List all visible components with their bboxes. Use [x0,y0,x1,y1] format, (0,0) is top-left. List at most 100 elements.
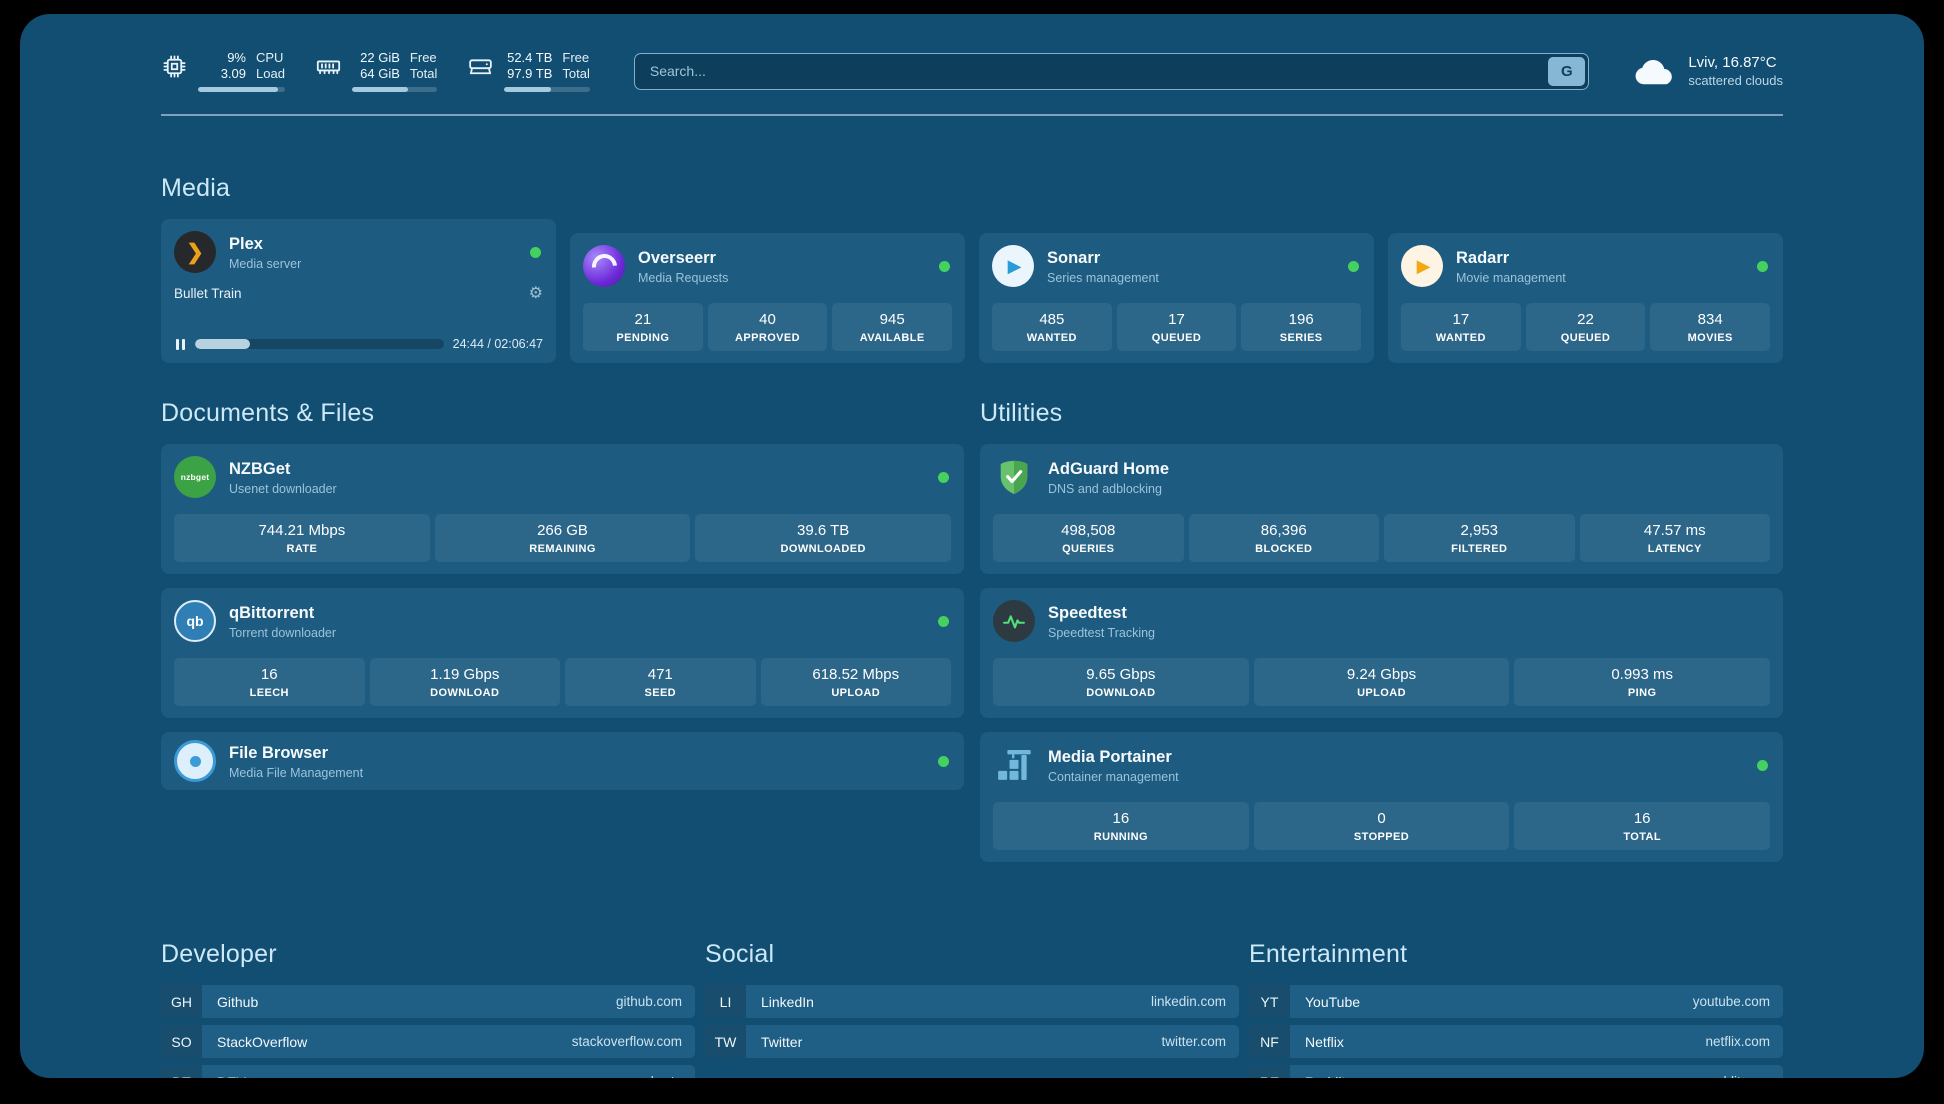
app-card-plex[interactable]: ❯ Plex Media server Bullet Train ⚙ 24:44… [161,219,556,363]
app-subtitle: Media Requests [638,270,729,285]
app-name: qBittorrent [229,603,315,622]
stat-value: 47.57 ms [1643,522,1706,539]
app-subtitle: Media server [229,256,302,271]
cpu-usage: 9% [227,50,246,65]
stat-label: RUNNING [1093,831,1148,843]
stat-label: LATENCY [1647,543,1702,555]
stat-value: 16 [1633,810,1651,827]
stat-queries: 498,508 QUERIES [993,514,1184,562]
stat-value: 86,396 [1260,522,1307,539]
bookmark-youtube[interactable]: YT YouTube youtube.com [1249,985,1783,1018]
sonarr-icon: ▶ [992,245,1034,287]
stat-value: 266 GB [537,522,588,539]
stat-label: STOPPED [1353,831,1410,843]
app-card-qbittorrent[interactable]: qb qBittorrent Torrent downloader 16 LEE… [161,588,964,718]
nzbget-icon: nzbget [174,456,216,498]
disk-widget: 52.4 TB Free 97.9 TB Total [467,50,590,92]
bookmark-dev[interactable]: DT DEV dev.to [161,1065,695,1078]
stat-downloaded: 39.6 TB DOWNLOADED [695,514,952,562]
status-dot [938,616,949,627]
stat-value: 39.6 TB [797,522,850,539]
bookmark-name: DEV [217,1074,246,1079]
stat-label: PING [1627,687,1657,699]
app-card-radarr[interactable]: ▶ Radarr Movie management 17 WANTED 22 Q… [1388,233,1783,363]
bookmark-url: dev.to [646,1074,682,1078]
bookmark-linkedin[interactable]: LI LinkedIn linkedin.com [705,985,1239,1018]
bookmarks-entertainment: Entertainment YT YouTube youtube.com NF … [1249,940,1783,1078]
settings-gear-icon[interactable]: ⚙ [528,285,543,302]
status-dot [938,472,949,483]
status-dot [1757,261,1768,272]
app-subtitle: Torrent downloader [229,625,337,640]
bookmark-name: Github [217,993,259,1010]
stat-value: 22 [1577,311,1594,328]
stat-running: 16 RUNNING [993,802,1249,850]
weather-location: Lviv, 16.87°C [1688,54,1777,71]
cloud-icon [1635,59,1673,85]
bookmark-abbr: SO [161,1025,202,1058]
disk-usage-bar [504,87,590,92]
app-card-nzbget[interactable]: nzbget NZBGet Usenet downloader 744.21 M… [161,444,964,574]
cpu-load-avg: 3.09 [220,66,246,81]
playback-progress-bar [195,339,444,349]
plex-icon: ❯ [174,231,216,273]
app-subtitle: Series management [1047,270,1159,285]
disk-total-label: Total [562,66,590,81]
search-input[interactable] [633,52,1590,90]
bookmark-url: linkedin.com [1150,994,1226,1009]
radarr-icon: ▶ [1401,245,1443,287]
bookmark-stackoverflow[interactable]: SO StackOverflow stackoverflow.com [161,1025,695,1058]
bookmark-netflix[interactable]: NF Netflix netflix.com [1249,1025,1783,1058]
app-card-sonarr[interactable]: ▶ Sonarr Series management 485 WANTED 17… [979,233,1374,363]
stat-ping: 0.993 ms PING [1514,658,1771,706]
topbar: 9% CPU 3.09 Load 22 GiB Free 64 GiB Total [161,46,1783,96]
stat-filtered: 2,953 FILTERED [1384,514,1575,562]
disk-icon [469,58,493,74]
stat-value: 945 [879,311,905,328]
stat-value: 834 [1697,311,1723,328]
section-title-utilities: Utilities [980,399,1063,427]
qbittorrent-icon: qb [174,600,216,642]
stat-series: 196 SERIES [1241,303,1362,351]
section-title-developer: Developer [161,940,277,968]
stat-blocked: 86,396 BLOCKED [1188,514,1379,562]
app-card-overseerr[interactable]: Overseerr Media Requests 21 PENDING 40 A… [570,233,965,363]
overseerr-icon [583,245,625,287]
bookmark-name: Netflix [1305,1033,1344,1050]
bookmark-name: Twitter [761,1033,803,1050]
bookmarks-developer: Developer GH Github github.com SO StackO… [161,940,695,1078]
app-card-adguard[interactable]: AdGuard Home DNS and adblocking 498,508 … [980,444,1783,574]
cpu-usage-bar [198,87,285,92]
stat-value: 2,953 [1460,522,1499,539]
app-card-filebrowser[interactable]: File Browser Media File Management [161,732,964,790]
stat-value: 9.24 Gbps [1346,666,1417,683]
ram-total-label: Total [409,66,438,81]
pause-button[interactable] [174,338,186,350]
stat-total: 16 TOTAL [1514,802,1771,850]
stat-download: 9.65 Gbps DOWNLOAD [993,658,1249,706]
bookmark-abbr: YT [1249,985,1290,1018]
bookmark-name: StackOverflow [217,1033,308,1050]
stat-remaining: 266 GB REMAINING [434,514,691,562]
app-card-portainer[interactable]: Media Portainer Container management 16 … [980,732,1783,862]
bookmark-twitter[interactable]: TW Twitter twitter.com [705,1025,1239,1058]
section-title-documents: Documents & Files [161,399,375,427]
search-bar: G [633,52,1590,90]
app-card-speedtest[interactable]: Speedtest Speedtest Tracking 9.65 Gbps D… [980,588,1783,718]
speedtest-pulse-icon [993,600,1035,642]
search-engine-button[interactable]: G [1548,56,1586,86]
stat-label: TOTAL [1623,831,1661,843]
app-subtitle: DNS and adblocking [1048,481,1162,496]
disk-free: 52.4 TB [507,50,553,65]
bookmark-url: stackoverflow.com [571,1034,682,1049]
bookmark-name: YouTube [1305,993,1361,1010]
stat-pending: 21 PENDING [583,303,703,351]
stat-label: APPROVED [735,332,800,344]
status-dot [938,756,949,767]
app-subtitle: Speedtest Tracking [1048,625,1156,640]
stat-movies: 834 MOVIES [1650,303,1771,351]
utilities-column: Utilities AdGuard Home DNS and adblockin… [980,399,1783,862]
stat-label: UPLOAD [831,687,881,699]
bookmark-reddit[interactable]: RE Reddit reddit.com [1249,1065,1783,1078]
bookmark-github[interactable]: GH Github github.com [161,985,695,1018]
